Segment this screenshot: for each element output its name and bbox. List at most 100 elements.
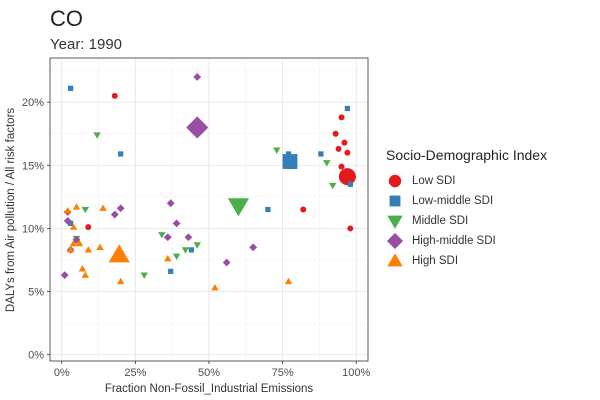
legend-marker-high-sdi xyxy=(387,253,403,267)
point-high-middle-sdi-11 xyxy=(193,73,202,81)
point-high-middle-sdi-1 xyxy=(63,216,72,225)
point-middle-sdi-6 xyxy=(181,247,190,254)
legend-marker-low-middle-sdi xyxy=(389,195,401,207)
y-tick-label-3: 15% xyxy=(22,160,44,172)
point-low-middle-sdi-4 xyxy=(188,247,194,253)
legend-label-low-sdi: Low SDI xyxy=(412,175,456,187)
point-low-middle-sdi-7 xyxy=(318,151,324,157)
x-axis-ticks: 0% 25% 50% 75% 100% xyxy=(54,361,371,379)
point-low-sdi-8 xyxy=(338,163,345,170)
point-low-middle-sdi-1 xyxy=(118,151,124,157)
point-low-middle-sdi-6 xyxy=(285,151,292,157)
y-axis-ticks: 0% 5% 10% 15% 20% xyxy=(22,97,50,362)
legend-shape-low-sdi xyxy=(388,174,402,188)
point-high-sdi-10 xyxy=(96,243,104,250)
point-high-sdi-13 xyxy=(284,277,293,285)
data-points xyxy=(60,73,356,291)
grid xyxy=(50,58,368,361)
point-middle-sdi-3 xyxy=(140,272,148,279)
point-high-middle-sdi-6 xyxy=(116,204,125,213)
legend-label-low-middle-sdi: Low-middle SDI xyxy=(412,195,494,207)
point-high-sdi-8 xyxy=(84,246,93,253)
point-high-sdi-4 xyxy=(75,239,84,247)
point-low-middle-sdi-10 xyxy=(282,154,298,169)
legend-item-low-sdi: Low SDI xyxy=(384,171,455,191)
point-high-sdi-6 xyxy=(78,265,87,272)
chart-title: CO xyxy=(50,6,83,31)
point-high-middle-sdi-9 xyxy=(163,233,172,242)
point-high-middle-sdi-3 xyxy=(60,271,69,280)
x-tick-label-4: 100% xyxy=(342,367,370,379)
legend-item-low-middle-sdi: Low-middle SDI xyxy=(384,191,493,211)
point-high-sdi-2 xyxy=(69,223,78,230)
point-low-sdi-3 xyxy=(332,130,339,137)
point-high-sdi-3 xyxy=(69,239,78,247)
point-middle-sdi-11 xyxy=(227,198,250,217)
point-middle-sdi-8 xyxy=(272,147,281,154)
point-high-middle-sdi-8 xyxy=(172,219,181,228)
point-high-middle-sdi-14 xyxy=(186,116,209,139)
point-high-sdi-12 xyxy=(211,284,219,291)
point-low-sdi-0 xyxy=(111,92,118,99)
point-high-middle-sdi-10 xyxy=(184,233,193,242)
y-axis-title: DALYs from Air pollution / All risk fact… xyxy=(5,108,17,313)
point-high-sdi-7 xyxy=(81,271,90,278)
point-high-sdi-15 xyxy=(108,244,130,263)
point-high-middle-sdi-13 xyxy=(249,243,258,252)
point-high-sdi-5 xyxy=(66,246,75,253)
legend-item-high-sdi: High SDI xyxy=(384,251,458,271)
point-low-middle-sdi-2 xyxy=(67,220,74,227)
legend-label-high-sdi: High SDI xyxy=(412,255,459,267)
x-tick-label-1: 25% xyxy=(124,367,146,379)
legend-marker-middle-sdi xyxy=(387,215,403,229)
point-low-middle-sdi-3 xyxy=(168,268,174,274)
legend-label-high-middle-sdi: High-middle SDI xyxy=(412,235,496,247)
y-tick-label-1: 5% xyxy=(28,287,44,299)
point-low-sdi-9 xyxy=(347,225,354,232)
y-tick-label-4: 20% xyxy=(22,97,44,109)
legend-title: Socio-Demographic Index xyxy=(386,147,548,163)
point-middle-sdi-9 xyxy=(323,160,331,167)
point-low-middle-sdi-5 xyxy=(265,206,271,213)
point-high-middle-sdi-7 xyxy=(166,199,175,208)
point-low-sdi-7 xyxy=(344,149,351,156)
point-middle-sdi-5 xyxy=(172,253,181,260)
point-high-sdi-11 xyxy=(164,254,172,262)
point-low-sdi-1 xyxy=(85,224,92,231)
x-tick-label-2: 50% xyxy=(198,367,220,379)
point-middle-sdi-7 xyxy=(193,242,201,249)
point-low-middle-sdi-0 xyxy=(67,85,74,91)
point-low-sdi-5 xyxy=(341,139,348,146)
point-low-middle-sdi-9 xyxy=(347,181,353,187)
y-tick-label-2: 10% xyxy=(22,223,44,235)
y-tick-label-0: 0% xyxy=(28,350,44,362)
legend-shape-low-middle-sdi xyxy=(389,195,401,207)
point-high-middle-sdi-5 xyxy=(110,210,119,219)
legend-label-middle-sdi: Middle SDI xyxy=(412,215,469,227)
legend-shape-middle-sdi xyxy=(387,215,403,229)
legend-shape-high-middle-sdi xyxy=(386,232,404,250)
point-low-middle-sdi-8 xyxy=(344,105,351,112)
chart-subtitle: Year: 1990 xyxy=(50,36,123,53)
point-high-sdi-1 xyxy=(63,207,72,214)
point-high-sdi-9 xyxy=(99,204,107,211)
point-low-sdi-6 xyxy=(335,145,342,152)
point-low-sdi-4 xyxy=(338,114,345,121)
legend-marker-high-middle-sdi xyxy=(386,232,404,250)
legend-marker-low-sdi xyxy=(388,174,402,188)
point-high-sdi-0 xyxy=(72,203,81,210)
point-high-sdi-14 xyxy=(116,277,125,285)
point-middle-sdi-0 xyxy=(93,132,101,139)
point-low-sdi-2 xyxy=(300,206,307,213)
point-low-sdi-10 xyxy=(338,168,356,186)
x-axis-title: Fraction Non-Fossil_Industrial Emissions xyxy=(105,383,314,395)
point-middle-sdi-1 xyxy=(81,206,90,214)
x-tick-label-0: 0% xyxy=(54,367,70,379)
x-tick-label-3: 75% xyxy=(272,367,294,379)
point-high-middle-sdi-12 xyxy=(222,258,231,267)
legend-shape-high-sdi xyxy=(387,253,403,267)
legend-item-high-middle-sdi: High-middle SDI xyxy=(384,231,496,251)
point-middle-sdi-4 xyxy=(158,232,166,239)
point-middle-sdi-10 xyxy=(328,182,337,190)
